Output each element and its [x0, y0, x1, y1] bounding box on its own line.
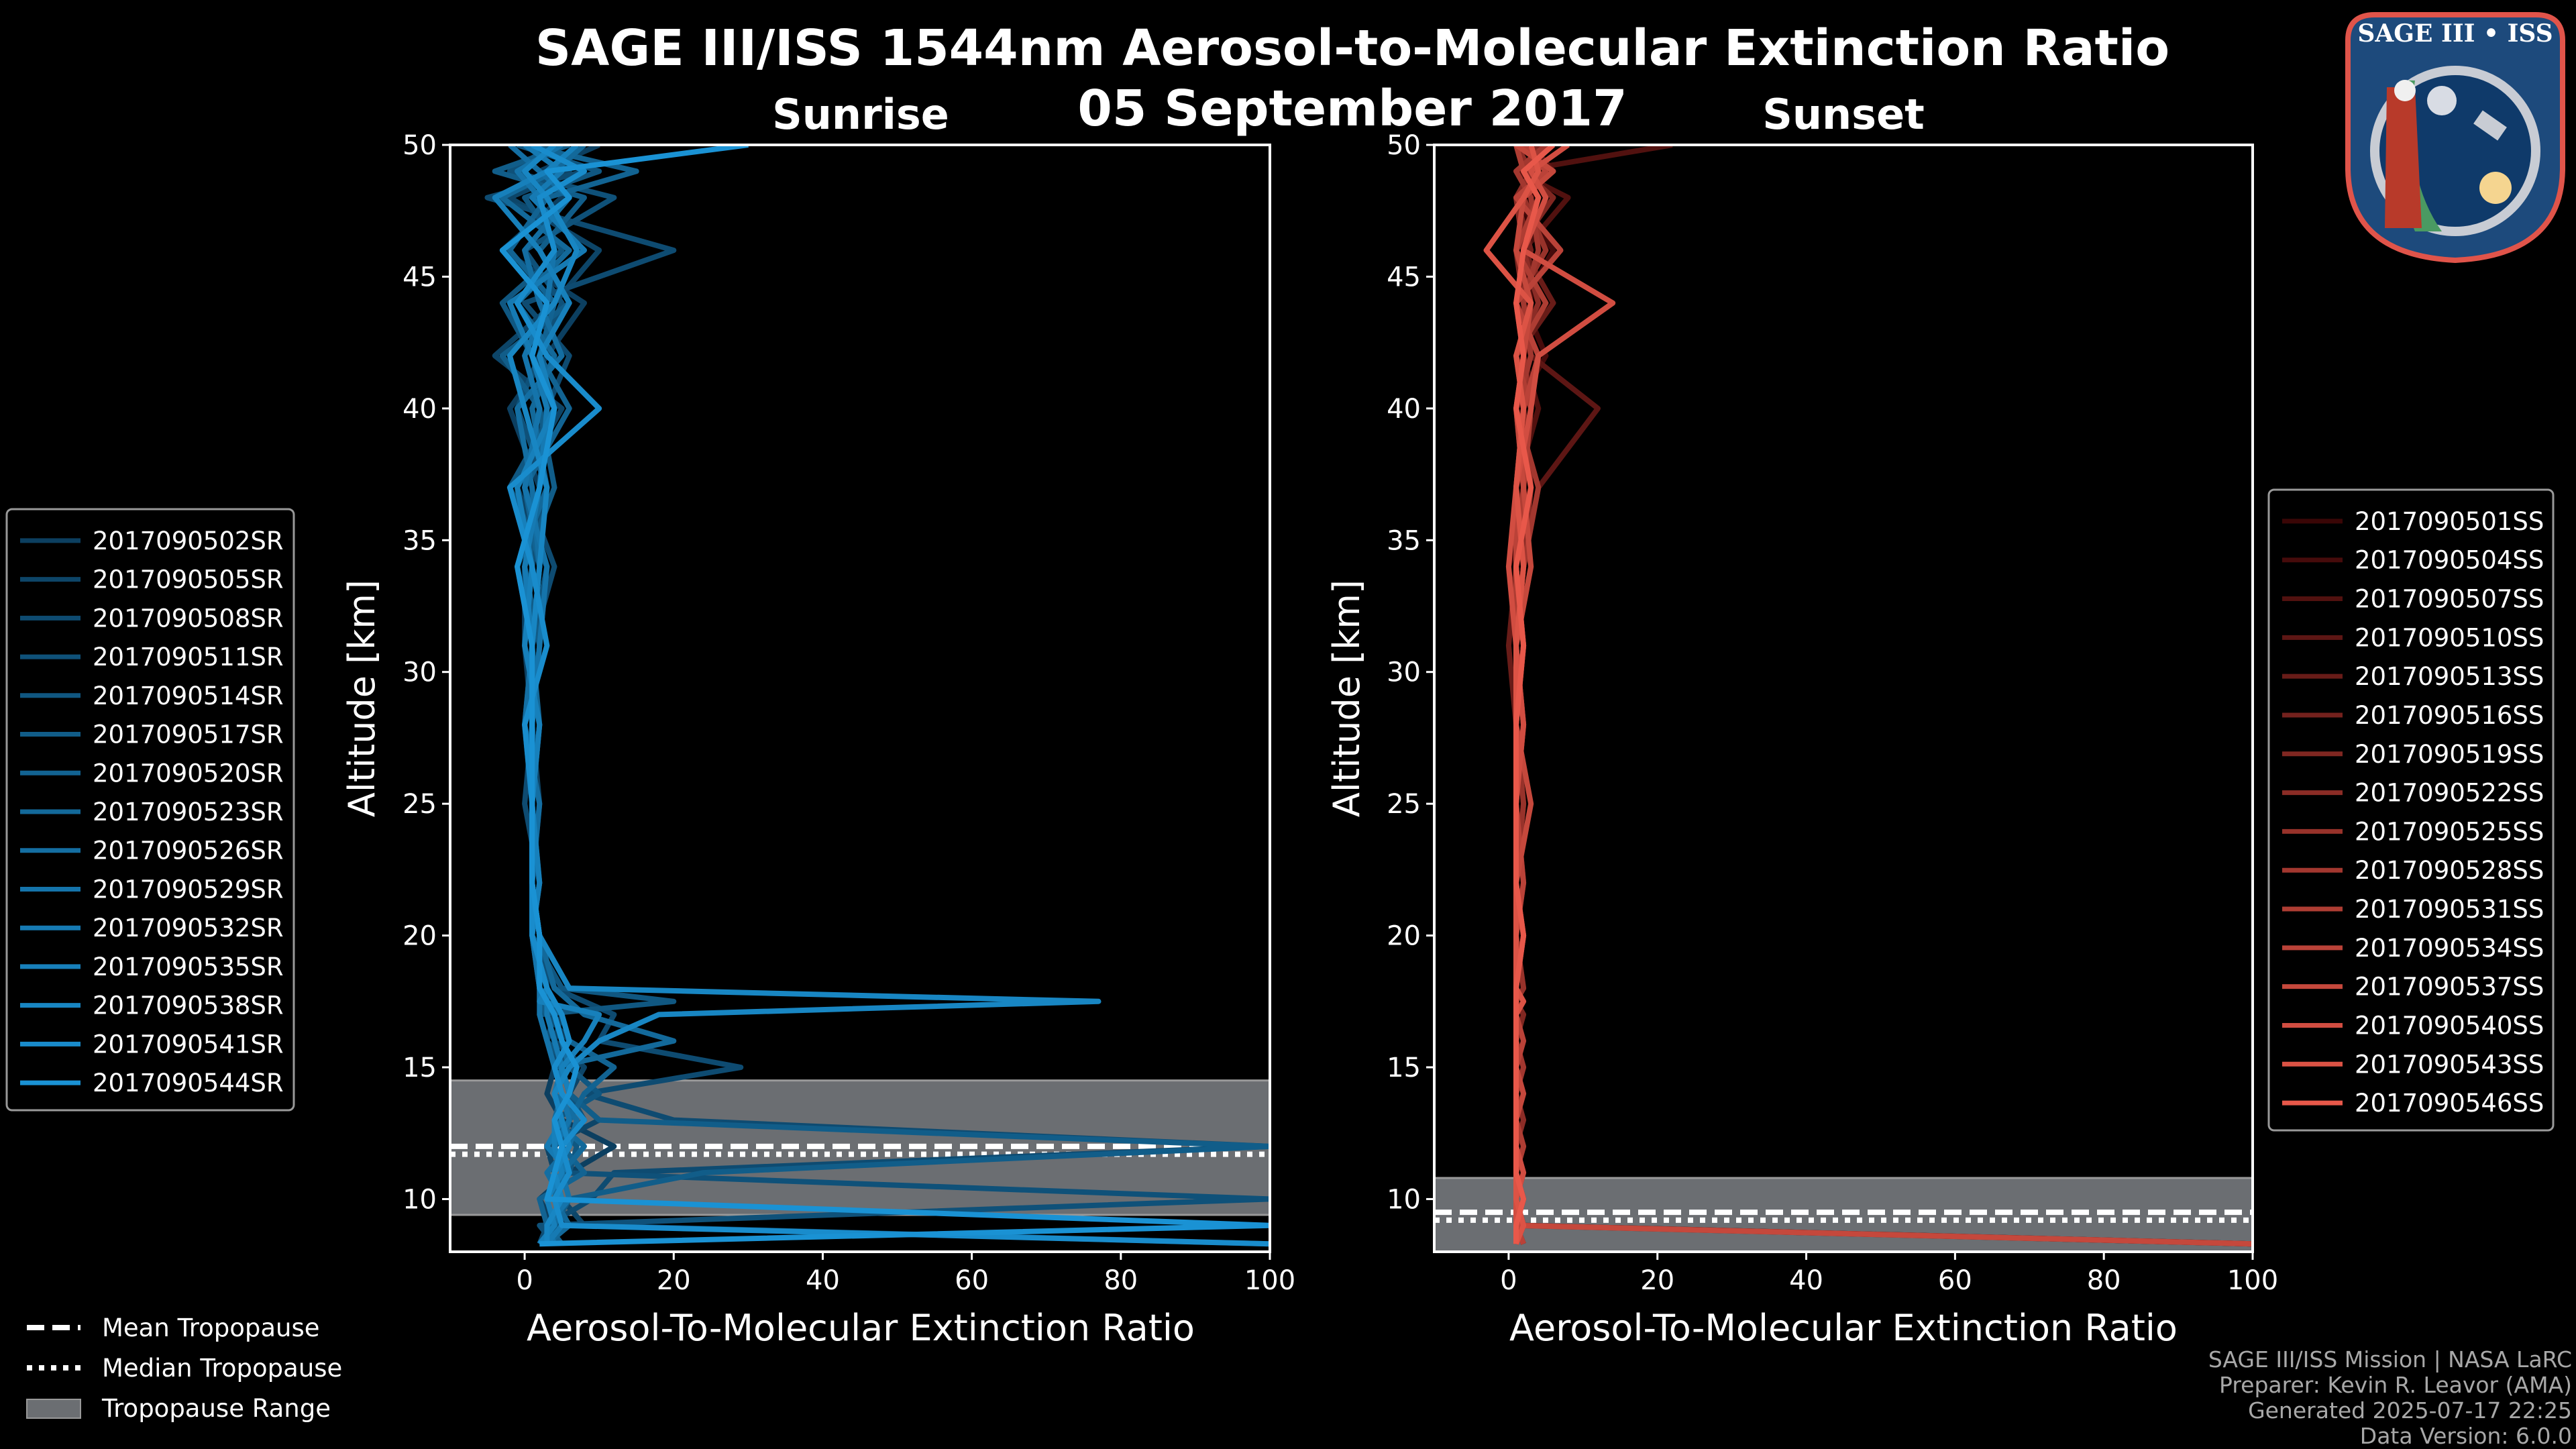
- footer-generated: Generated 2025-07-17 22:25: [2248, 1397, 2572, 1424]
- sunrise-legend-label: 2017090502SR: [93, 527, 284, 555]
- footer-credits: SAGE III/ISS Mission | NASA LaRC Prepare…: [2208, 1346, 2572, 1449]
- sunset-legend-frame: [2267, 488, 2555, 1132]
- tropopause-legend: Mean Tropopause Median Tropopause Tropop…: [26, 1313, 342, 1423]
- sunrise-legend-label: 2017090511SR: [93, 643, 284, 672]
- footer-preparer: Preparer: Kevin R. Leavor (AMA): [2219, 1372, 2572, 1398]
- figure-title: SAGE III/ISS 1544nm Aerosol-to-Molecular…: [535, 19, 2169, 77]
- figure-date: 05 September 2017: [1077, 80, 1627, 138]
- sunrise-legend-label: 2017090529SR: [93, 875, 284, 904]
- sunset-legend-label: 2017090534SS: [2355, 934, 2544, 963]
- sunset-legend-label: 2017090537SS: [2355, 973, 2544, 1002]
- sunrise-legend-label: 2017090544SR: [93, 1069, 284, 1097]
- tropopause-range-swatch: [26, 1399, 81, 1419]
- sunrise-x-tick-label: 100: [1244, 1265, 1295, 1296]
- sunset-y-axis-label: Altitude [km]: [1326, 580, 1368, 817]
- sunrise-legend-label: 2017090517SR: [93, 720, 284, 749]
- sunrise-y-tick-label: 45: [402, 262, 437, 292]
- sunset-series-line-2017090546SS: [1513, 145, 1556, 1244]
- sunset-y-tick-label: 35: [1387, 525, 1421, 556]
- sunrise-y-axis-label: Altitude [km]: [341, 580, 383, 817]
- sunset-y-tick-label: 50: [1387, 130, 1421, 161]
- sunrise-panel-title: Sunrise: [772, 90, 949, 139]
- sunrise-x-tick-label: 20: [657, 1265, 691, 1296]
- sunrise-series-line-2017090541SR: [506, 145, 1270, 1247]
- sunset-x-tick-label: 80: [2087, 1265, 2121, 1296]
- sunset-legend-label: 2017090507SS: [2355, 585, 2544, 614]
- sunset-x-tick-label: 60: [1938, 1265, 1972, 1296]
- sunset-axes: 0 20 40 60 80 100 10 15 20 25 30 35 40 45 50: [1387, 130, 2278, 1296]
- sunrise-y-tick-label: 50: [402, 130, 437, 161]
- sunset-legend-label: 2017090513SS: [2355, 662, 2544, 691]
- footer-mission: SAGE III/ISS Mission | NASA LaRC: [2208, 1346, 2572, 1373]
- sunset-x-tick-label: 40: [1789, 1265, 1823, 1296]
- sunrise-x-tick-label: 80: [1104, 1265, 1138, 1296]
- sunrise-legend: 2017090502SR 2017090505SR 2017090508SR 2017…: [5, 508, 295, 1112]
- sunrise-legend-frame: [5, 508, 295, 1112]
- sunrise-y-tick-label: 35: [402, 525, 437, 556]
- sunrise-legend-label: 2017090541SR: [93, 1030, 284, 1059]
- sunset-legend-label: 2017090504SS: [2355, 546, 2544, 575]
- footer-data-version: Data Version: 6.0.0: [2360, 1423, 2572, 1449]
- sunset-axes-frame: [1433, 144, 2254, 1253]
- sunset-legend-label: 2017090540SS: [2355, 1011, 2544, 1040]
- sunset-legend-label: 2017090522SS: [2355, 779, 2544, 808]
- sunrise-legend-label: 2017090514SR: [93, 682, 284, 710]
- sunset-legend-label: 2017090519SS: [2355, 740, 2544, 769]
- sunrise-legend-label: 2017090520SR: [93, 759, 284, 788]
- sunrise-axes: 0 20 40 60 80 100 10 15 20 25 30 35 40 45 50: [402, 130, 1295, 1296]
- sunrise-axes-frame: [449, 144, 1271, 1253]
- sunrise-legend-label: 2017090535SR: [93, 953, 284, 981]
- logo-text: SAGE III • ISS: [2357, 19, 2553, 48]
- sunrise-series-line-2017090544SR: [499, 145, 1270, 1247]
- sunset-legend-label: 2017090510SS: [2355, 623, 2544, 652]
- sunrise-plot-content: [450, 145, 1270, 1247]
- sunset-legend-label: 2017090516SS: [2355, 701, 2544, 730]
- sunset-legend-label: 2017090525SS: [2355, 817, 2544, 846]
- sunrise-x-axis-label: Aerosol-To-Molecular Extinction Ratio: [527, 1307, 1195, 1349]
- sunset-panel-title: Sunset: [1762, 90, 1925, 139]
- sunrise-legend-label: 2017090538SR: [93, 991, 284, 1020]
- sunset-legend-label: 2017090546SS: [2355, 1089, 2544, 1118]
- sunrise-legend-label: 2017090532SR: [93, 914, 284, 943]
- sunrise-x-tick-label: 40: [806, 1265, 840, 1296]
- sunset-legend-label: 2017090531SS: [2355, 895, 2544, 924]
- sunrise-legend-label: 2017090526SR: [93, 837, 284, 865]
- sunset-y-tick-label: 40: [1387, 394, 1421, 425]
- sunset-y-tick-label: 20: [1387, 921, 1421, 952]
- sunset-legend: 2017090501SS 2017090504SS 2017090507SS 2017…: [2267, 488, 2555, 1132]
- sunset-x-tick-label: 20: [1640, 1265, 1674, 1296]
- sunset-x-axis-label: Aerosol-To-Molecular Extinction Ratio: [1509, 1307, 2178, 1349]
- sunrise-legend-label: 2017090523SR: [93, 798, 284, 826]
- mean-tropopause-label: Mean Tropopause: [102, 1313, 320, 1342]
- sunset-y-tick-label: 30: [1387, 657, 1421, 688]
- sage-iii-iss-logo: SAGE III • ISS: [2345, 12, 2565, 264]
- sunset-y-tick-label: 15: [1387, 1053, 1421, 1083]
- sunset-y-tick-label: 45: [1387, 262, 1421, 292]
- sunrise-y-tick-label: 20: [402, 921, 437, 952]
- sunrise-y-tick-label: 15: [402, 1053, 437, 1083]
- sunrise-y-tick-label: 25: [402, 789, 437, 820]
- median-tropopause-label: Median Tropopause: [102, 1354, 342, 1383]
- sunrise-x-tick-label: 60: [955, 1265, 989, 1296]
- sunset-legend-label: 2017090501SS: [2355, 507, 2544, 536]
- sunrise-y-tick-label: 30: [402, 657, 437, 688]
- sunset-y-tick-label: 25: [1387, 789, 1421, 820]
- sunrise-legend-label: 2017090508SR: [93, 604, 284, 633]
- tropopause-range-label: Tropopause Range: [101, 1394, 331, 1423]
- sunrise-x-tick-label: 0: [516, 1265, 533, 1296]
- sunset-legend-label: 2017090543SS: [2355, 1050, 2544, 1079]
- sunrise-y-tick-label: 10: [402, 1184, 437, 1215]
- sunset-x-tick-label: 0: [1500, 1265, 1517, 1296]
- sunset-x-tick-label: 100: [2227, 1265, 2278, 1296]
- sunset-y-tick-label: 10: [1387, 1184, 1421, 1215]
- sunrise-legend-label: 2017090505SR: [93, 566, 284, 594]
- sunset-plot-content: [1434, 145, 2253, 1252]
- sunrise-y-tick-label: 40: [402, 394, 437, 425]
- sunset-plot-area: [1434, 145, 2253, 1252]
- sunset-legend-label: 2017090528SS: [2355, 856, 2544, 885]
